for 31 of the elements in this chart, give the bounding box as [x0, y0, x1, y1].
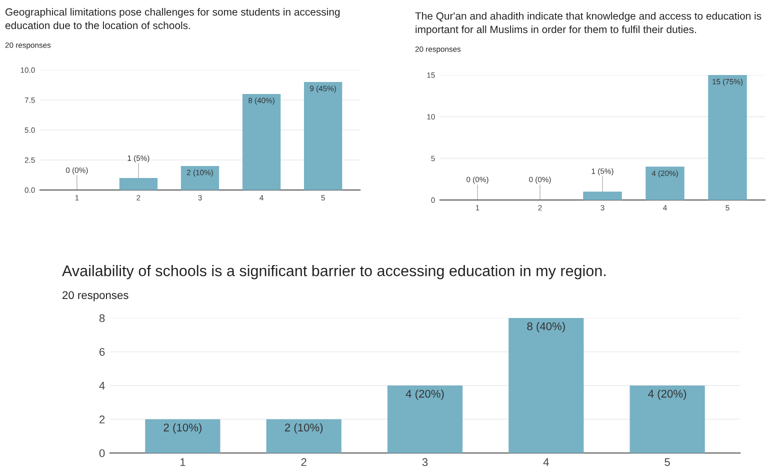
bar: [242, 94, 281, 190]
x-tick-label: 4: [543, 458, 549, 466]
bar: [304, 82, 342, 190]
data-label: 2 (10%): [284, 423, 323, 434]
x-tick-label: 3: [422, 458, 428, 466]
bar: [630, 386, 705, 453]
y-tick-label: 8: [99, 314, 105, 322]
y-tick-label: 0: [99, 449, 105, 458]
bar: [508, 318, 584, 453]
x-tick-label: 1: [180, 458, 186, 466]
bar: [266, 419, 342, 453]
data-label: 8 (40%): [527, 322, 565, 332]
y-tick-label: 4: [99, 382, 105, 390]
bar: [646, 166, 684, 200]
bar: [583, 192, 622, 200]
chart-title: The Qur'an and ahadith indicate that knowledge and access to education is important for all Muslims in order for them to fulfil their duties.: [415, 12, 762, 36]
y-tick-label: 6: [100, 348, 105, 356]
y-tick-label: 2: [100, 416, 105, 424]
bar: [708, 75, 747, 200]
data-label: 4 (20%): [406, 390, 444, 400]
bar: [145, 419, 220, 453]
data-label: 4 (20%): [648, 390, 686, 400]
x-tick-label: 2: [301, 458, 306, 466]
bar: [387, 386, 463, 453]
chart-title: Geographical limitations pose challenges for some students in accessing education due to the location of schools.: [5, 8, 340, 30]
chart-title: Availability of schools is a significant barrier to accessing education in my region.: [62, 265, 606, 280]
x-tick-label: 5: [664, 458, 670, 466]
bar: [180, 166, 220, 190]
bar: [119, 178, 158, 190]
chart-subtitle: 20 responses: [62, 291, 128, 302]
data-label: 2 (10%): [164, 423, 202, 434]
